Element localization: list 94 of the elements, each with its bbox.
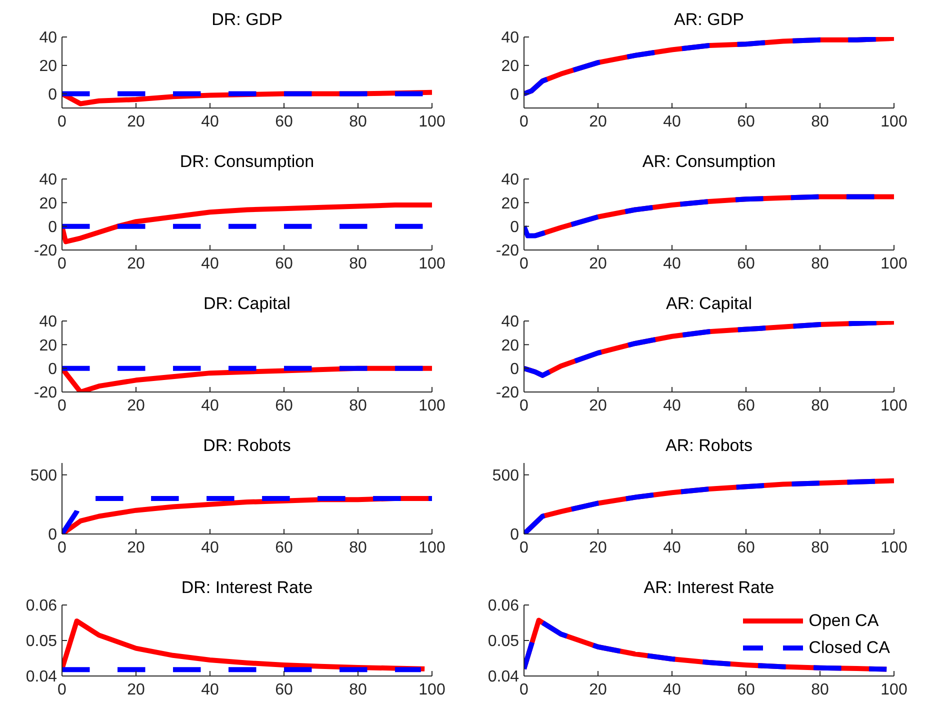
y-tick-label: 0.05: [488, 633, 520, 650]
y-tick-label: 40: [501, 314, 520, 331]
y-tick-label: 40: [39, 172, 58, 189]
chart-title: DR: Consumption: [178, 152, 316, 172]
x-tick-label: 60: [737, 397, 755, 414]
y-tick-label: 0.04: [488, 668, 520, 686]
x-tick-label: 80: [811, 113, 829, 130]
x-tick-label: 20: [589, 113, 607, 130]
x-tick-label: 20: [589, 397, 607, 414]
x-tick-label: 80: [349, 255, 367, 272]
x-tick-label: 100: [880, 539, 908, 556]
x-tick-label: 40: [663, 113, 681, 130]
y-tick-label: 0: [48, 526, 58, 544]
x-tick-label: 100: [418, 255, 446, 272]
x-tick-label: 20: [589, 539, 607, 556]
y-tick-label: 40: [39, 314, 58, 331]
x-tick-label: 80: [811, 397, 829, 414]
y-tick-label: 40: [39, 30, 58, 47]
x-tick-label: 80: [349, 113, 367, 130]
y-tick-label: 0: [510, 526, 520, 544]
x-tick-label: 60: [737, 255, 755, 272]
y-tick-label: -20: [34, 384, 58, 402]
x-tick-label: 60: [275, 255, 293, 272]
legend-label: Closed CA: [808, 638, 890, 658]
y-tick-label: 0.04: [26, 668, 58, 686]
y-tick-label: 40: [501, 172, 520, 189]
x-tick-label: 100: [418, 397, 446, 414]
y-tick-label: -20: [34, 242, 58, 260]
y-tick-label: 500: [30, 468, 58, 485]
x-tick-label: 40: [201, 397, 219, 414]
y-tick-label: 40: [501, 30, 520, 47]
x-tick-label: 60: [275, 113, 293, 130]
x-tick-label: 100: [880, 681, 908, 698]
x-tick-label: 80: [349, 681, 367, 698]
x-tick-label: 40: [663, 397, 681, 414]
x-tick-label: 60: [275, 397, 293, 414]
x-tick-label: 20: [589, 681, 607, 698]
x-tick-label: 20: [127, 681, 145, 698]
chart-title: AR: GDP: [673, 10, 745, 30]
y-tick-label: 0.06: [488, 598, 520, 615]
chart-title: AR: Capital: [665, 294, 753, 314]
x-tick-label: 20: [127, 255, 145, 272]
x-tick-label: 60: [275, 681, 293, 698]
x-tick-label: 100: [418, 113, 446, 130]
y-tick-label: 20: [501, 195, 520, 212]
y-tick-label: 0.05: [26, 633, 58, 650]
y-tick-label: 0.06: [26, 598, 58, 615]
y-tick-label: 0: [510, 86, 520, 104]
x-tick-label: 40: [663, 539, 681, 556]
x-tick-label: 80: [811, 539, 829, 556]
y-tick-label: 20: [39, 195, 58, 212]
chart-title: DR: Interest Rate: [180, 578, 314, 598]
x-tick-label: 40: [201, 255, 219, 272]
x-tick-label: 60: [275, 539, 293, 556]
x-tick-label: 80: [349, 539, 367, 556]
x-tick-label: 100: [880, 397, 908, 414]
chart-title: AR: Interest Rate: [642, 578, 776, 598]
x-tick-label: 20: [127, 539, 145, 556]
y-tick-label: 0: [510, 219, 520, 236]
y-tick-label: 0: [48, 219, 58, 236]
x-tick-label: 60: [737, 113, 755, 130]
x-tick-label: 80: [811, 681, 829, 698]
x-tick-label: 40: [201, 113, 219, 130]
x-tick-label: 40: [663, 255, 681, 272]
x-tick-label: 40: [201, 681, 219, 698]
x-tick-label: 40: [663, 681, 681, 698]
y-tick-label: 500: [492, 468, 520, 485]
x-tick-label: 80: [811, 255, 829, 272]
y-tick-label: -20: [496, 384, 520, 402]
x-tick-label: 100: [880, 113, 908, 130]
x-tick-label: 20: [589, 255, 607, 272]
x-tick-label: 20: [127, 397, 145, 414]
chart-title: DR: Robots: [202, 436, 292, 456]
x-tick-label: 60: [737, 681, 755, 698]
x-tick-label: 100: [418, 539, 446, 556]
x-tick-label: 80: [349, 397, 367, 414]
chart-title: AR: Robots: [664, 436, 754, 456]
y-tick-label: -20: [496, 242, 520, 260]
y-tick-label: 20: [501, 58, 520, 76]
x-tick-label: 40: [201, 539, 219, 556]
chart-title: DR: GDP: [210, 10, 284, 30]
x-tick-label: 20: [127, 113, 145, 130]
x-tick-label: 100: [418, 681, 446, 698]
chart-title: AR: Consumption: [641, 152, 777, 172]
legend-label: Open CA: [808, 610, 879, 630]
x-tick-label: 60: [737, 539, 755, 556]
y-tick-label: 0: [48, 86, 58, 104]
x-tick-label: 100: [880, 255, 908, 272]
y-tick-label: 20: [501, 337, 520, 354]
chart-title: DR: Capital: [202, 294, 292, 314]
y-tick-label: 20: [39, 58, 58, 76]
y-tick-label: 0: [48, 361, 58, 378]
y-tick-label: 20: [39, 337, 58, 354]
y-tick-label: 0: [510, 361, 520, 378]
